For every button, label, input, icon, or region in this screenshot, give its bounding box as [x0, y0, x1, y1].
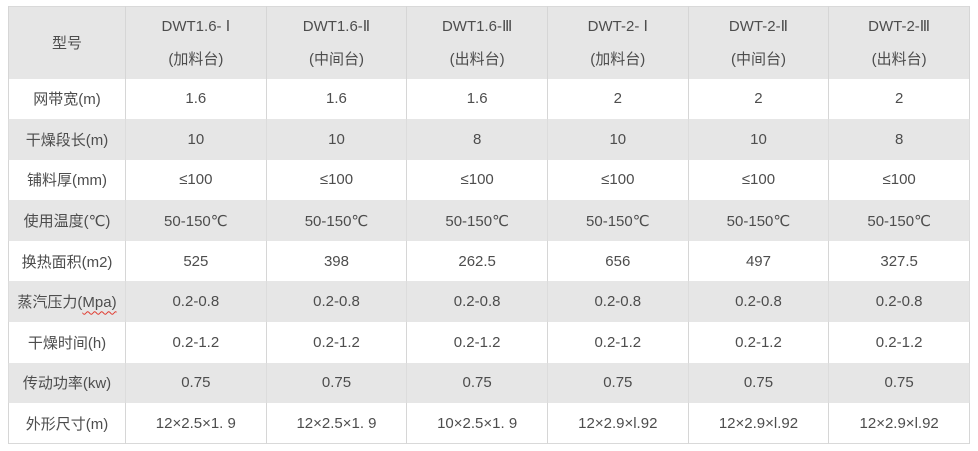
- table-cell: 50-150℃: [406, 200, 548, 241]
- table-cell: 50-150℃: [125, 200, 267, 241]
- table-row: 使用温度(℃) 50-150℃ 50-150℃ 50-150℃ 50-150℃ 50-15…: [8, 200, 970, 241]
- table-cell: 12×2.9×l.92: [828, 403, 970, 444]
- table-cell: 1.6: [406, 78, 548, 120]
- table-cell: 327.5: [828, 240, 970, 282]
- table-cell: 0.75: [687, 362, 830, 404]
- table-cell: 8: [406, 119, 548, 160]
- table-cell: 50-150℃: [265, 200, 408, 241]
- table-row: 蒸汽压力(Mpa) 0.2-0.8 0.2-0.8 0.2-0.8 0.2-0.8 0.2…: [8, 281, 970, 323]
- table-cell: 1.6: [265, 78, 408, 120]
- table-cell: ≤100: [546, 159, 689, 201]
- table-cell: ≤100: [125, 159, 267, 201]
- header-model-label: 型号: [8, 6, 126, 79]
- model-station: (加料台): [168, 50, 224, 68]
- table-cell: 12×2.9×l.92: [546, 403, 689, 444]
- table-cell: 0.2-0.8: [406, 281, 548, 323]
- model-name: DWT1.6-Ⅲ: [441, 17, 513, 35]
- spellcheck-underlined-text: Mpa): [82, 294, 117, 312]
- table-cell: ≤100: [265, 159, 408, 201]
- table-cell: 12×2.9×l.92: [687, 403, 830, 444]
- table-cell: 1.6: [125, 78, 267, 120]
- model-name: DWT-2-Ⅲ: [868, 17, 931, 35]
- table-row: 干燥段长(m) 10 10 8 10 10 8: [8, 119, 970, 160]
- table-cell: 50-150℃: [546, 200, 689, 241]
- header-col-dwt16-2: DWT1.6-Ⅱ (中间台): [265, 6, 408, 79]
- row-label: 铺料厚(mm): [8, 159, 126, 201]
- table-cell: 0.75: [406, 362, 548, 404]
- row-label: 网带宽(m): [8, 78, 126, 120]
- table-row: 外形尺寸(m) 12×2.5×1. 9 12×2.5×1. 9 10×2.5×1. 9…: [8, 403, 970, 444]
- table-cell: 0.2-0.8: [265, 281, 408, 323]
- table-row: 换热面积(m2) 525 398 262.5 656 497 327.5: [8, 240, 970, 282]
- table-cell: 0.2-1.2: [265, 322, 408, 363]
- row-label-text: 蒸汽压力(: [17, 294, 83, 312]
- table-cell: 10×2.5×1. 9: [406, 403, 548, 444]
- table-cell: 497: [687, 240, 830, 282]
- model-station: (出料台): [449, 50, 505, 68]
- header-col-dwt16-1: DWT1.6- Ⅰ (加料台): [125, 6, 267, 79]
- table-row: 干燥时间(h) 0.2-1.2 0.2-1.2 0.2-1.2 0.2-1.2 0.2-1…: [8, 322, 970, 363]
- header-col-dwt2-2: DWT-2-Ⅱ (中间台): [687, 6, 830, 79]
- table-cell: 12×2.5×1. 9: [125, 403, 267, 444]
- table-cell: 0.75: [546, 362, 689, 404]
- table-cell: ≤100: [828, 159, 970, 201]
- row-label: 外形尺寸(m): [8, 403, 126, 444]
- table-cell: 0.75: [265, 362, 408, 404]
- row-label: 使用温度(℃): [8, 200, 126, 241]
- model-station: (出料台): [871, 50, 927, 68]
- table-cell: 0.2-0.8: [687, 281, 830, 323]
- spec-table: 型号 DWT1.6- Ⅰ (加料台) DWT1.6-Ⅱ (中间台) DWT1.6…: [8, 6, 970, 445]
- table-cell: 0.2-0.8: [828, 281, 970, 323]
- model-name: DWT-2-Ⅱ: [728, 17, 788, 35]
- table-row: 传动功率(kw) 0.75 0.75 0.75 0.75 0.75 0.75: [8, 362, 970, 404]
- row-label: 蒸汽压力(Mpa): [8, 281, 126, 323]
- table-cell: 398: [265, 240, 408, 282]
- header-col-dwt16-3: DWT1.6-Ⅲ (出料台): [406, 6, 548, 79]
- table-cell: 0.75: [125, 362, 267, 404]
- model-station: (加料台): [590, 50, 646, 68]
- row-label: 干燥时间(h): [8, 322, 126, 363]
- header-col-dwt2-1: DWT-2- Ⅰ (加料台): [546, 6, 689, 79]
- table-cell: 2: [546, 78, 689, 120]
- table-cell: 8: [828, 119, 970, 160]
- table-cell: 0.2-0.8: [546, 281, 689, 323]
- table-row: 铺料厚(mm) ≤100 ≤100 ≤100 ≤100 ≤100 ≤100: [8, 159, 970, 201]
- table-body: 网带宽(m) 1.6 1.6 1.6 2 2 2 干燥段长(m) 10 10 8 10 10 8 铺料厚(m…: [8, 78, 970, 444]
- table-cell: 10: [125, 119, 267, 160]
- table-cell: 262.5: [406, 240, 548, 282]
- table-cell: 10: [546, 119, 689, 160]
- table-cell: 0.2-1.2: [546, 322, 689, 363]
- header-row: 型号 DWT1.6- Ⅰ (加料台) DWT1.6-Ⅱ (中间台) DWT1.6…: [8, 6, 970, 79]
- table-cell: 0.2-0.8: [125, 281, 267, 323]
- table-cell: 0.75: [828, 362, 970, 404]
- table-header: 型号 DWT1.6- Ⅰ (加料台) DWT1.6-Ⅱ (中间台) DWT1.6…: [8, 6, 970, 79]
- spec-table-container: 型号 DWT1.6- Ⅰ (加料台) DWT1.6-Ⅱ (中间台) DWT1.6…: [8, 6, 970, 445]
- row-label: 干燥段长(m): [8, 119, 126, 160]
- model-station: (中间台): [308, 50, 364, 68]
- table-cell: 12×2.5×1. 9: [265, 403, 408, 444]
- table-cell: 0.2-1.2: [406, 322, 548, 363]
- table-row: 网带宽(m) 1.6 1.6 1.6 2 2 2: [8, 78, 970, 120]
- table-cell: 0.2-1.2: [828, 322, 970, 363]
- table-cell: 50-150℃: [687, 200, 830, 241]
- model-name: DWT-2- Ⅰ: [587, 17, 648, 35]
- header-col-dwt2-3: DWT-2-Ⅲ (出料台): [828, 6, 970, 79]
- table-cell: 525: [125, 240, 267, 282]
- table-cell: 10: [265, 119, 408, 160]
- model-station: (中间台): [730, 50, 786, 68]
- table-cell: 0.2-1.2: [687, 322, 830, 363]
- model-name: DWT1.6- Ⅰ: [161, 17, 231, 35]
- table-cell: 2: [687, 78, 830, 120]
- model-name: DWT1.6-Ⅱ: [302, 17, 371, 35]
- table-cell: ≤100: [687, 159, 830, 201]
- row-label: 传动功率(kw): [8, 362, 126, 404]
- table-cell: 2: [828, 78, 970, 120]
- table-cell: 656: [546, 240, 689, 282]
- table-cell: 10: [687, 119, 830, 160]
- table-cell: ≤100: [406, 159, 548, 201]
- row-label: 换热面积(m2): [8, 240, 126, 282]
- table-cell: 0.2-1.2: [125, 322, 267, 363]
- table-cell: 50-150℃: [828, 200, 970, 241]
